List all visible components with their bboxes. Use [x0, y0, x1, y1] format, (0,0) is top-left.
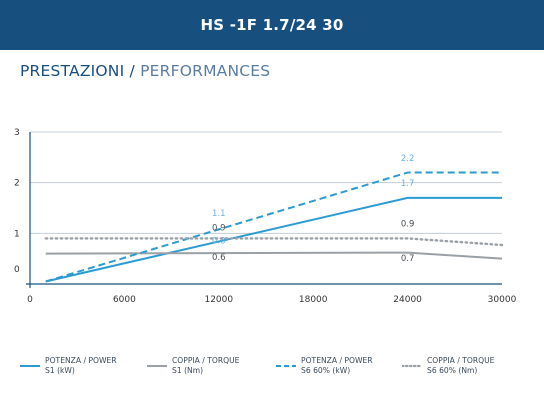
data-label: 0.9: [401, 220, 415, 230]
y-tick-label: 0: [14, 265, 20, 275]
data-label: 0.8: [212, 236, 226, 246]
legend-label-line1: COPPIA / TORQUE: [172, 356, 240, 365]
y-tick-label: 2: [14, 179, 20, 189]
x-tick-label: 18000: [299, 295, 328, 305]
data-label: 2.2: [401, 154, 415, 164]
series-line-torque-s1: [45, 251, 503, 260]
legend-label-line1: POTENZA / POWER: [45, 356, 117, 365]
data-labels: 1.1 0.9 0.8 0.6 2.2 1.7 0.9 0.7: [212, 154, 414, 264]
series-line-power-s1: [45, 196, 502, 283]
axes: [26, 132, 502, 288]
legend-item-torque-s6: COPPIA / TORQUE S6 60% (Nm): [402, 356, 494, 376]
model-title: HS -1F 1.7/24 30: [200, 16, 344, 34]
legend-swatch-torque-s1: [147, 365, 167, 367]
section-title-en: PERFORMANCES: [140, 62, 271, 80]
x-tick-label: 6000: [113, 295, 136, 305]
data-label: 0.7: [401, 254, 415, 264]
legend-item-power-s1: POTENZA / POWER S1 (kW): [20, 356, 117, 376]
data-label: 0.9: [212, 223, 226, 233]
legend-swatch-power-s6: [276, 365, 296, 367]
data-label: 0.6: [212, 253, 226, 263]
legend-label-line2: S1 (Nm): [172, 366, 204, 375]
section-title-separator: /: [129, 62, 135, 80]
legend-swatch-torque-s6: [402, 364, 422, 368]
series-lines: [44, 171, 504, 283]
tick-labels: 0 1 2 3 0 6000 12000 18000 24000 30000: [14, 128, 517, 305]
x-tick-label: 12000: [204, 295, 233, 305]
series-line-power-s6: [45, 171, 502, 283]
chart-header-bar: HS -1F 1.7/24 30: [0, 0, 544, 50]
chart-legend: POTENZA / POWER S1 (kW) COPPIA / TORQUE …: [0, 356, 544, 396]
legend-swatch-power-s1: [20, 365, 40, 367]
legend-label-line2: S1 (kW): [45, 366, 75, 375]
legend-label-line1: COPPIA / TORQUE: [427, 356, 495, 365]
y-tick-label: 3: [14, 128, 20, 138]
legend-label-line1: POTENZA / POWER: [301, 356, 373, 365]
legend-item-torque-s1: COPPIA / TORQUE S1 (Nm): [147, 356, 239, 376]
y-tick-label: 1: [14, 229, 20, 239]
series-line-torque-s6: [44, 237, 504, 247]
section-title-it: PRESTAZIONI: [20, 62, 125, 80]
legend-label-line2: S6 60% (kW): [301, 366, 351, 375]
section-title: PRESTAZIONI / PERFORMANCES: [20, 62, 270, 80]
x-tick-label: 0: [27, 295, 33, 305]
legend-item-power-s6: POTENZA / POWER S6 60% (kW): [276, 356, 373, 376]
legend-label-line2: S6 60% (Nm): [427, 366, 478, 375]
grid-lines: [30, 131, 502, 234]
data-label: 1.1: [212, 209, 226, 219]
x-tick-label: 24000: [393, 295, 422, 305]
x-tick-label: 30000: [488, 295, 517, 305]
data-label: 1.7: [401, 179, 415, 189]
